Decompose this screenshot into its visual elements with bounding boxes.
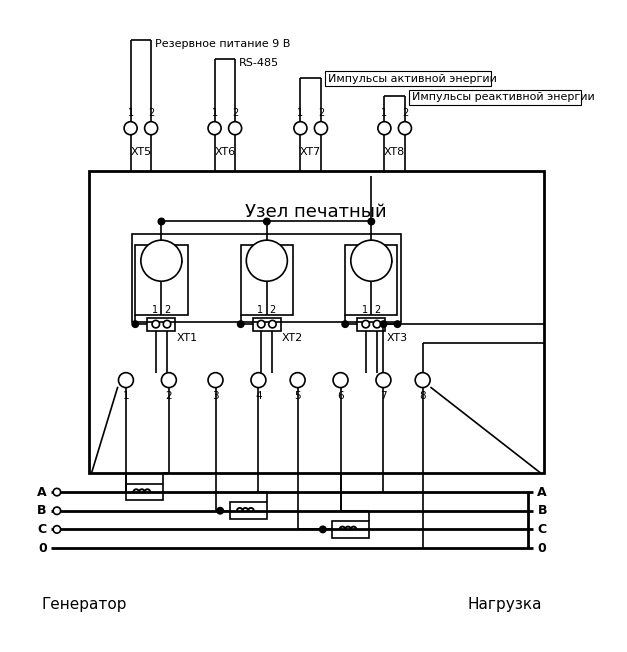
Circle shape <box>246 240 287 281</box>
Bar <box>88 171 544 473</box>
Text: 2: 2 <box>164 304 170 315</box>
Text: 1: 1 <box>127 108 134 118</box>
Circle shape <box>251 373 266 387</box>
Text: B: B <box>37 504 46 517</box>
Circle shape <box>53 488 61 496</box>
Text: Генератор: Генератор <box>42 597 127 612</box>
Circle shape <box>290 373 305 387</box>
Circle shape <box>362 320 369 328</box>
Text: XT2: XT2 <box>282 333 303 344</box>
Text: 6: 6 <box>337 391 344 402</box>
Text: 2: 2 <box>374 304 380 315</box>
Text: 1: 1 <box>257 304 263 315</box>
Text: 1: 1 <box>152 304 158 315</box>
Text: 2: 2 <box>402 108 408 118</box>
Text: 1: 1 <box>381 108 387 118</box>
Circle shape <box>158 218 165 225</box>
Circle shape <box>258 320 265 328</box>
Circle shape <box>163 320 171 328</box>
Circle shape <box>350 240 392 281</box>
Text: Нагрузка: Нагрузка <box>468 597 542 612</box>
Circle shape <box>217 507 223 514</box>
Text: 1: 1 <box>211 108 218 118</box>
Text: 1: 1 <box>123 391 129 402</box>
Bar <box>332 521 369 538</box>
Circle shape <box>152 320 159 328</box>
Bar <box>409 90 581 105</box>
Text: 2: 2 <box>148 108 154 118</box>
Text: A: A <box>537 486 547 499</box>
Circle shape <box>415 373 430 387</box>
Circle shape <box>229 122 241 135</box>
Bar <box>241 244 293 315</box>
Text: Резервное питание 9 В: Резервное питание 9 В <box>155 39 290 49</box>
Text: Импульсы активной энергии: Импульсы активной энергии <box>329 74 497 83</box>
Text: 2: 2 <box>166 391 172 402</box>
Text: XT8: XT8 <box>384 147 405 157</box>
Circle shape <box>373 320 381 328</box>
Bar <box>147 318 176 331</box>
Text: XT3: XT3 <box>386 333 408 344</box>
Bar <box>345 244 398 315</box>
Circle shape <box>378 122 391 135</box>
Text: 0: 0 <box>38 542 46 555</box>
Circle shape <box>294 122 307 135</box>
Text: 8: 8 <box>419 391 426 402</box>
Circle shape <box>238 321 244 327</box>
Circle shape <box>269 320 276 328</box>
Text: 0: 0 <box>537 542 546 555</box>
Text: Узел печатный: Узел печатный <box>245 203 387 221</box>
Circle shape <box>380 321 387 327</box>
Text: RS-485: RS-485 <box>239 58 279 68</box>
Circle shape <box>314 122 327 135</box>
Bar <box>229 502 267 519</box>
Text: 2: 2 <box>270 304 275 315</box>
Circle shape <box>141 240 182 281</box>
Text: 2: 2 <box>232 108 238 118</box>
Circle shape <box>145 122 157 135</box>
Text: B: B <box>537 504 547 517</box>
Circle shape <box>342 321 349 327</box>
Bar <box>126 484 163 501</box>
Text: A: A <box>37 486 46 499</box>
Text: 5: 5 <box>294 391 301 402</box>
Circle shape <box>263 218 270 225</box>
Text: 2: 2 <box>318 108 324 118</box>
Circle shape <box>394 321 401 327</box>
Text: 1: 1 <box>297 108 303 118</box>
Text: 1: 1 <box>362 304 368 315</box>
Bar <box>132 233 401 322</box>
Circle shape <box>208 122 221 135</box>
Bar <box>357 318 386 331</box>
Circle shape <box>333 373 348 387</box>
Bar <box>135 244 187 315</box>
Circle shape <box>161 373 176 387</box>
Circle shape <box>119 373 134 387</box>
Text: XT7: XT7 <box>300 147 321 157</box>
Circle shape <box>320 526 326 533</box>
Circle shape <box>124 122 137 135</box>
Text: 7: 7 <box>380 391 387 402</box>
Text: 3: 3 <box>212 391 219 402</box>
Text: XT5: XT5 <box>130 147 152 157</box>
Text: C: C <box>38 523 46 536</box>
Circle shape <box>376 373 391 387</box>
Circle shape <box>398 122 411 135</box>
Bar <box>325 71 491 86</box>
Text: Импульсы реактивной энергии: Импульсы реактивной энергии <box>413 93 595 102</box>
Circle shape <box>208 373 223 387</box>
Text: XT6: XT6 <box>214 147 235 157</box>
Text: 4: 4 <box>255 391 261 402</box>
Circle shape <box>53 507 61 514</box>
Text: C: C <box>537 523 547 536</box>
Bar <box>253 318 281 331</box>
Text: XT1: XT1 <box>176 333 198 344</box>
Circle shape <box>368 218 374 225</box>
Circle shape <box>53 526 61 533</box>
Circle shape <box>132 321 139 327</box>
